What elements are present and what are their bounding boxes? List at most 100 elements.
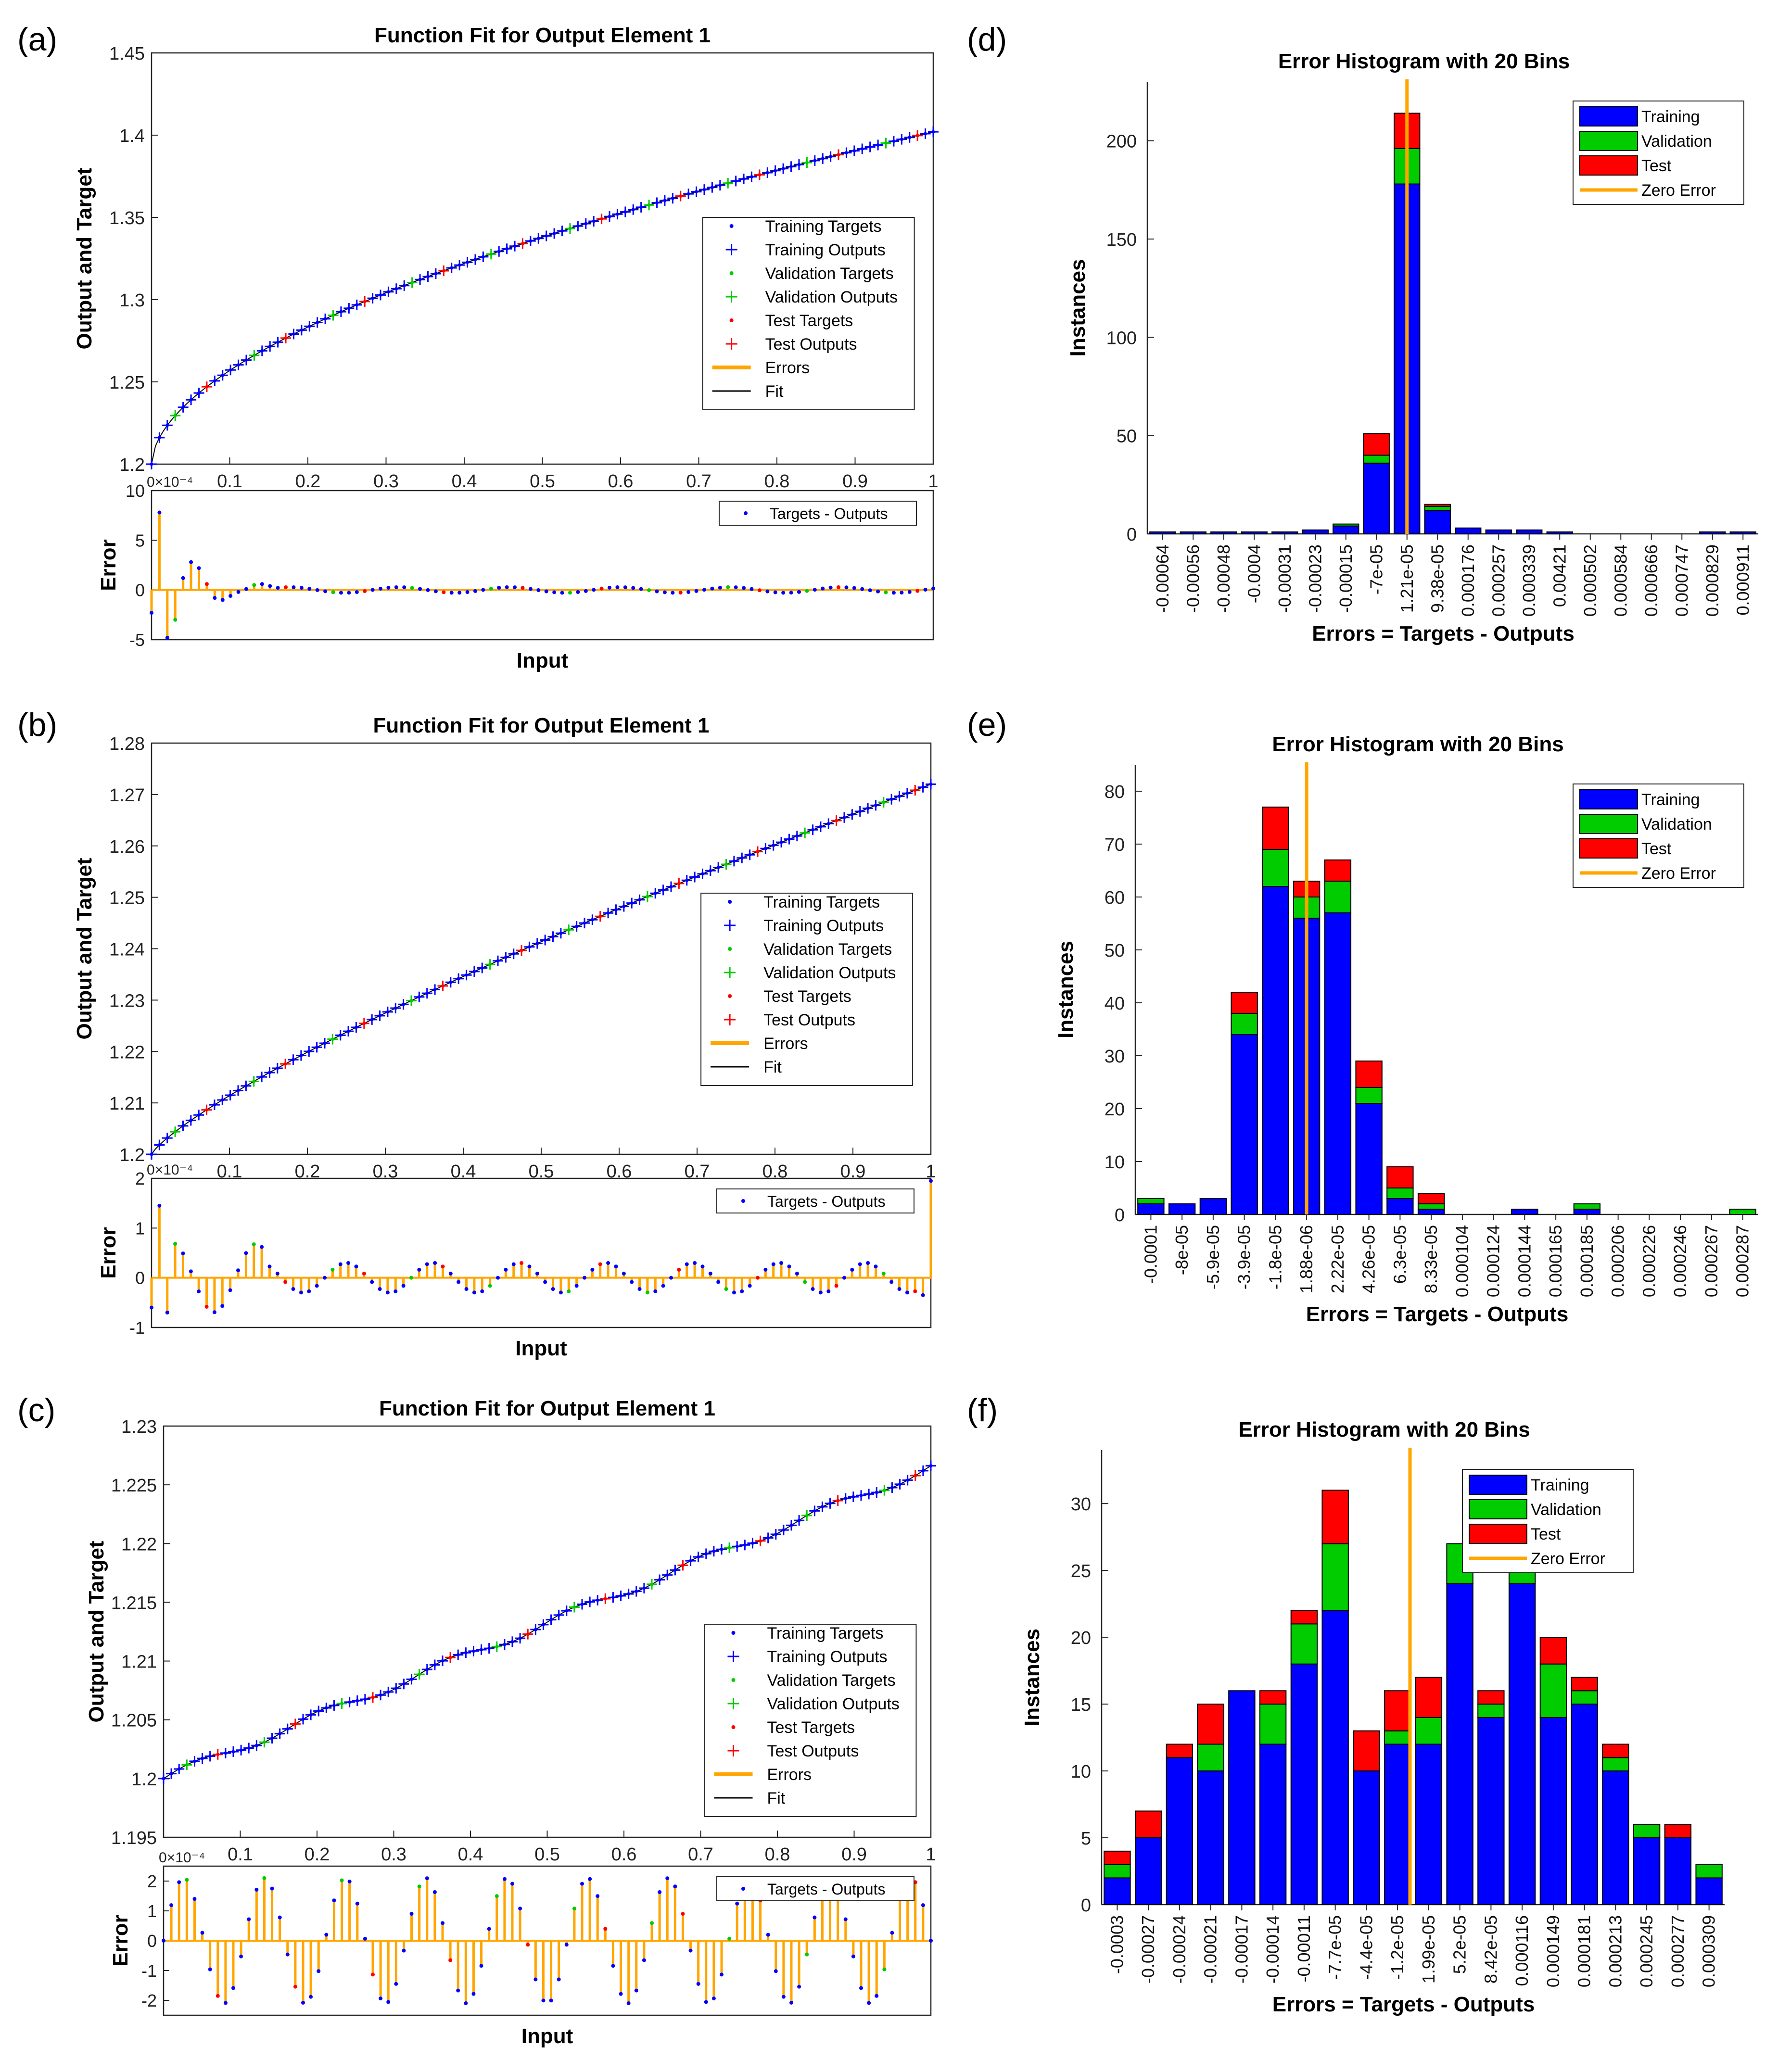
training-target-point <box>254 1744 258 1747</box>
training-error-point <box>162 1939 165 1943</box>
x-tick-label: 0.9 <box>842 471 868 492</box>
test-target-point <box>677 882 681 885</box>
legend-label: Training <box>1531 1476 1589 1494</box>
test-error-point <box>442 590 446 594</box>
training-error-point <box>339 591 343 595</box>
training-error-point <box>518 1907 522 1911</box>
training-target-point <box>356 1699 359 1703</box>
training-error-point <box>347 591 351 595</box>
training-bar <box>1321 1610 1349 1905</box>
validation-error-point <box>645 1290 649 1295</box>
test-target-point <box>216 1753 220 1756</box>
validation-error-point <box>340 1878 344 1882</box>
y-tick-label: 0 <box>1127 525 1137 545</box>
training-bar <box>1180 531 1206 535</box>
training-error-point <box>464 1287 469 1291</box>
validation-target-point <box>567 928 571 932</box>
legend-box <box>702 217 915 410</box>
training-error-point <box>270 1886 274 1891</box>
test-error-point <box>526 1943 530 1947</box>
training-error-point <box>496 1276 500 1280</box>
training-error-point <box>513 585 517 590</box>
training-error-point <box>394 1982 398 1986</box>
training-error-point <box>323 589 328 594</box>
fit-chart-c: Function Fit for Output Element 1 Output … <box>85 1397 936 2048</box>
validation-error-point <box>262 1876 267 1880</box>
training-bar <box>1477 1717 1505 1905</box>
training-error-point <box>543 1280 547 1284</box>
validation-error-point <box>805 1952 809 1957</box>
test-bar <box>1477 1690 1505 1705</box>
training-error-point <box>560 591 564 595</box>
training-target-point <box>611 1595 615 1599</box>
training-error-point <box>231 1986 235 1990</box>
training-error-point <box>826 1289 831 1293</box>
error-y-tick-label: 10 <box>126 481 145 501</box>
training-target-point <box>236 1088 240 1092</box>
training-target-point <box>464 1651 468 1655</box>
training-target-point <box>584 222 588 226</box>
validation-target-point <box>330 1037 334 1041</box>
training-target-point <box>844 151 848 154</box>
x-tick-label: 0.000584 <box>1611 544 1630 617</box>
training-target-point <box>504 955 508 959</box>
legend-label: Test Outputs <box>767 1742 859 1760</box>
training-target-point <box>828 1502 832 1505</box>
training-error-point <box>797 590 801 594</box>
training-error-point <box>535 1271 539 1276</box>
training-error-point <box>781 591 786 595</box>
validation-bar <box>1137 1198 1165 1204</box>
validation-error-point <box>884 590 888 594</box>
training-error-point <box>213 596 217 600</box>
x-tick-label: 1 <box>926 1162 936 1182</box>
training-error-point <box>441 1921 444 1925</box>
y-tick-label: 150 <box>1106 230 1137 250</box>
training-error-point <box>891 591 896 595</box>
validation-target-point <box>568 227 572 230</box>
training-target-point <box>480 1648 483 1652</box>
error-y-tick-label: 1 <box>135 1218 145 1238</box>
training-target-point <box>267 1071 271 1074</box>
test-legend-dot <box>729 318 734 322</box>
validation-error-point <box>724 1287 728 1291</box>
training-error-point <box>181 1251 185 1256</box>
training-error-point <box>363 1936 367 1941</box>
x-tick-label: 0.000747 <box>1672 544 1691 617</box>
test-error-point <box>204 582 209 586</box>
training-error-point <box>584 589 588 593</box>
training-error-point <box>574 1284 579 1288</box>
validation-legend-dot <box>729 271 734 275</box>
legend-box <box>700 893 914 1086</box>
training-error-point <box>700 1264 705 1269</box>
x-tick-label: 0.7 <box>688 1845 713 1865</box>
training-target-point <box>710 186 714 190</box>
training-bar <box>1137 1203 1165 1215</box>
legend-label: Training <box>1641 791 1700 809</box>
training-target-point <box>905 791 909 795</box>
training-target-point <box>315 1045 319 1049</box>
legend-label: Training <box>1641 108 1700 126</box>
training-target-point <box>875 1491 878 1494</box>
test-error-point <box>204 1304 209 1309</box>
training-target-point <box>379 1693 382 1697</box>
error-y-tick-label: 2 <box>147 1871 157 1891</box>
training-error-point <box>338 1262 343 1266</box>
training-target-point <box>763 846 767 850</box>
training-target-point <box>169 1772 173 1776</box>
x-tick-label: 0.4 <box>452 471 477 492</box>
training-error-point <box>669 1276 673 1280</box>
test-error-point <box>757 588 762 593</box>
training-error-point <box>781 1995 786 1999</box>
y-axis-label: Instances <box>1054 941 1078 1038</box>
training-error-point <box>285 1952 290 1957</box>
training-legend-plus <box>724 920 736 931</box>
training-error-point <box>541 1998 546 2003</box>
validation-error-point <box>805 589 809 593</box>
x-tick-label: -4.4e-05 <box>1356 1915 1376 1980</box>
training-error-point <box>639 587 643 591</box>
test-target-point <box>205 385 209 389</box>
training-error-point <box>686 590 691 594</box>
training-error-point <box>448 1271 453 1276</box>
validation-target-point <box>724 862 728 866</box>
training-target-point <box>842 816 846 820</box>
